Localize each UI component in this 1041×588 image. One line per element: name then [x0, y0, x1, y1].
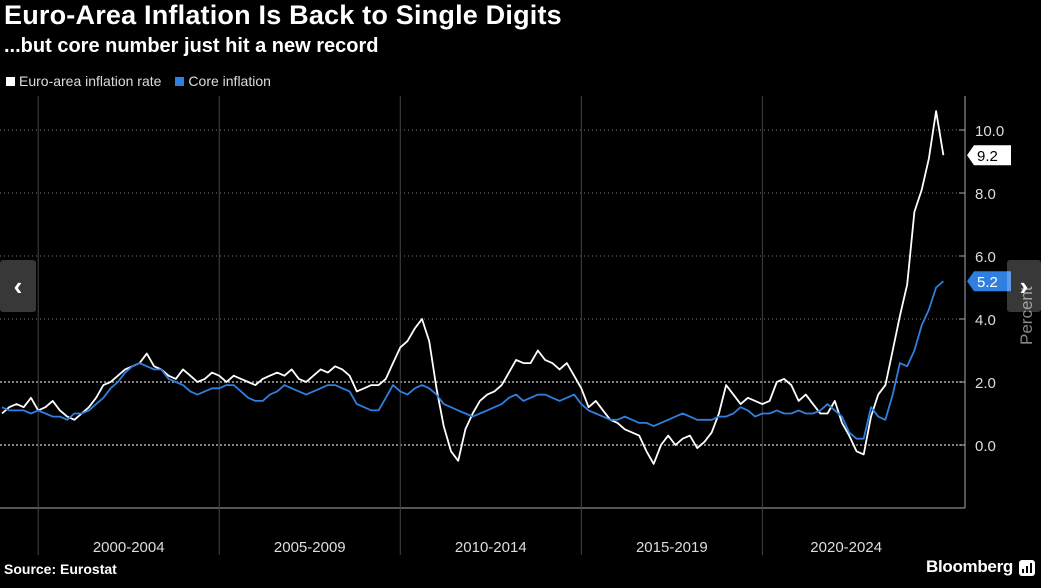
chevron-left-icon: ‹	[13, 270, 23, 301]
y-tick-label: 2.0	[975, 375, 996, 392]
headline-inflation-line	[1, 110, 945, 465]
next-chart-button[interactable]: ›	[1007, 260, 1041, 312]
source-note: Source: Eurostat	[4, 561, 117, 577]
y-tick-label: 10.0	[975, 123, 1004, 140]
core-inflation-line	[1, 280, 944, 440]
headline-last-value-marker	[967, 145, 1011, 166]
x-tick-label: 2005-2009	[274, 539, 346, 556]
chart-subtitle: ...but core number just hit a new record	[4, 35, 379, 57]
y-axis-label: Percent	[1017, 286, 1036, 345]
legend-swatch-headline	[6, 76, 15, 86]
legend-label-core: Core inflation	[188, 73, 271, 89]
chart-title: Euro-Area Inflation Is Back to Single Di…	[4, 0, 562, 30]
core-last-value-label: 5.2	[977, 274, 998, 291]
y-tick-label: 8.0	[975, 186, 996, 203]
core-last-value-marker	[967, 271, 1011, 292]
legend: Euro-area inflation rate Core inflation	[6, 73, 271, 89]
y-tick-label: 0.0	[975, 438, 996, 455]
legend-item-core: Core inflation	[175, 73, 271, 89]
x-tick-label: 2015-2019	[636, 539, 708, 556]
legend-label-headline: Euro-area inflation rate	[19, 73, 162, 89]
bloomberg-bars-icon	[1019, 560, 1035, 576]
headline-last-value-label: 9.2	[977, 148, 998, 165]
legend-swatch-core	[175, 76, 185, 86]
x-tick-label: 2020-2024	[810, 539, 882, 556]
x-tick-label: 2010-2014	[455, 539, 527, 556]
x-tick-label: 2000-2004	[93, 539, 165, 556]
legend-item-headline: Euro-area inflation rate	[6, 73, 161, 89]
y-tick-label: 4.0	[975, 312, 996, 329]
brand-logo: Bloomberg	[925, 557, 1013, 576]
y-tick-label: 6.0	[975, 249, 996, 266]
prev-chart-button[interactable]: ‹	[0, 260, 36, 312]
chevron-right-icon: ›	[1019, 270, 1029, 301]
